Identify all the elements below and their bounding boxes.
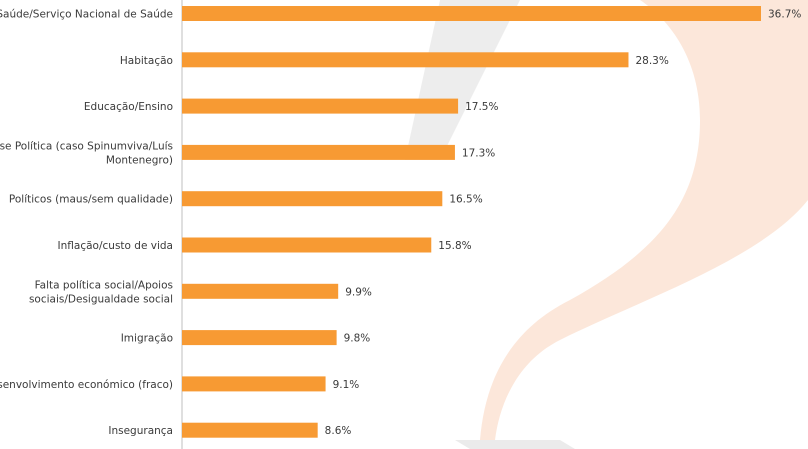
bar: [182, 98, 459, 114]
data-label: 9.9%: [345, 286, 372, 298]
data-label: 36.7%: [768, 9, 801, 21]
category-label: Falta política social/Apoios: [35, 279, 173, 291]
category-label: Inflação/custo de vida: [58, 240, 173, 252]
value-labels-group: 36.7% 28.3% 17.5% 17.3% 16.5% 15.8% 9.9% 9.8% 9.…: [325, 9, 802, 438]
data-label: 9.8%: [344, 333, 371, 345]
data-label: 28.3%: [635, 55, 668, 67]
data-label: 8.6%: [325, 425, 352, 437]
bar: [182, 6, 761, 21]
bar: [182, 237, 432, 253]
category-label: Educação/Ensino: [84, 101, 173, 113]
category-labels-group: Saúde/Serviço Nacional de Saúde Habitação…: [0, 9, 173, 438]
watermark-grey-base: [455, 440, 575, 449]
category-label: Imigração: [121, 333, 173, 345]
data-label: 16.5%: [449, 194, 482, 206]
bar: [182, 191, 443, 207]
bar: [182, 422, 318, 438]
data-label: 17.3%: [462, 147, 495, 159]
category-label: Saúde/Serviço Nacional de Saúde: [0, 9, 173, 21]
bars-group: [182, 6, 761, 438]
data-label: 15.8%: [438, 240, 471, 252]
bar: [182, 283, 339, 299]
category-label: Desenvolvimento económico (fraco): [0, 379, 173, 391]
watermark-orange-swoosh: [480, 0, 808, 440]
background-watermark: [405, 0, 808, 449]
watermark-grey-stroke: [405, 0, 520, 160]
bar: [182, 376, 326, 392]
bar: [182, 52, 629, 68]
bar: [182, 330, 337, 346]
data-label: 9.1%: [333, 379, 360, 391]
category-label: Montenegro): [106, 154, 173, 166]
category-label: sociais/Desigualdade social: [29, 293, 173, 305]
category-label: Crise Política (caso Spinumviva/Luís: [0, 140, 173, 152]
data-label: 17.5%: [465, 101, 498, 113]
category-label: Insegurança: [108, 425, 173, 437]
category-label: Políticos (maus/sem qualidade): [9, 194, 173, 206]
category-label: Habitação: [120, 55, 173, 67]
bar: [182, 144, 455, 160]
